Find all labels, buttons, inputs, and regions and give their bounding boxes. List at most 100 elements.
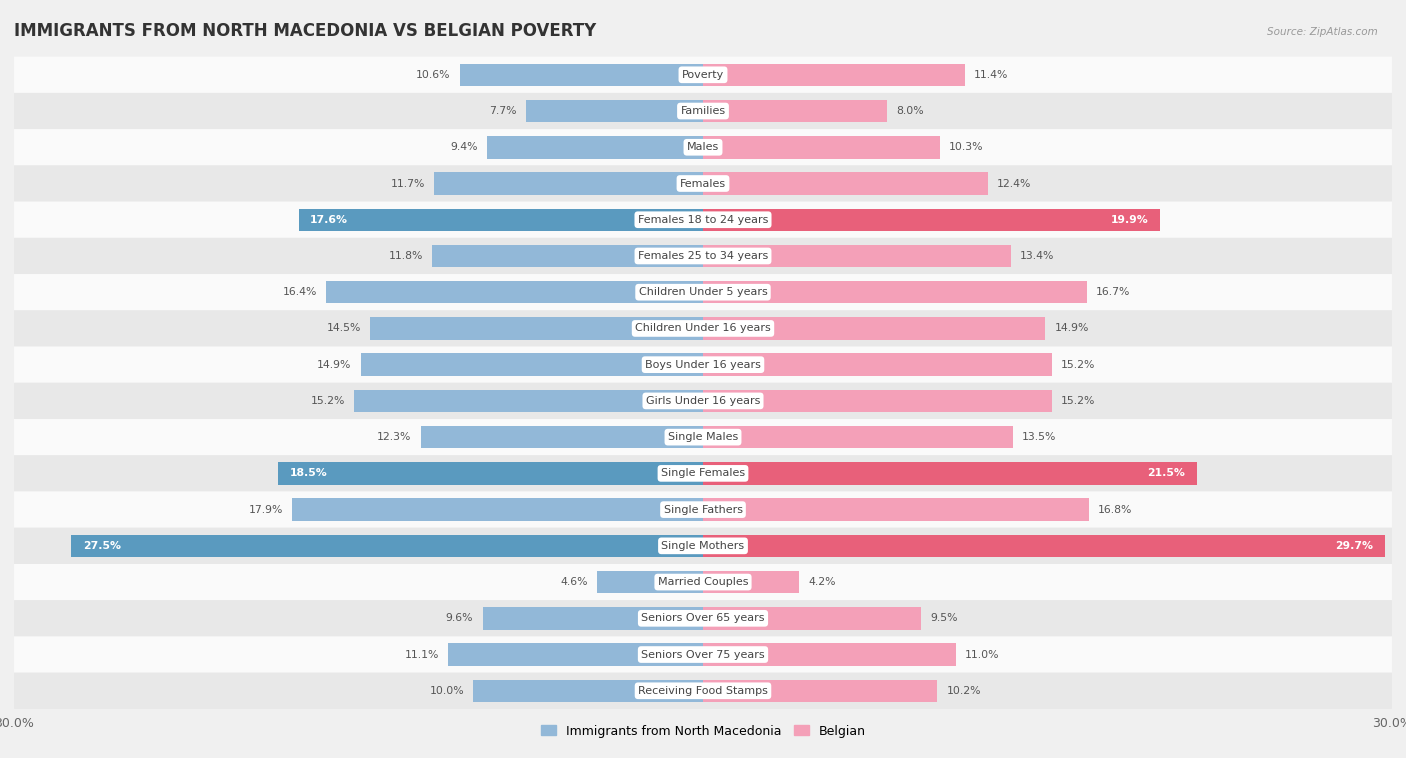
Bar	[449, 644, 703, 666]
Text: 17.9%: 17.9%	[249, 505, 283, 515]
Bar	[703, 571, 800, 594]
Text: 29.7%: 29.7%	[1336, 541, 1374, 551]
Text: 15.2%: 15.2%	[1062, 396, 1095, 406]
FancyBboxPatch shape	[14, 564, 1392, 600]
Text: 14.9%: 14.9%	[1054, 324, 1088, 334]
Bar	[460, 64, 703, 86]
Bar	[703, 680, 938, 702]
Bar	[420, 426, 703, 449]
Text: 14.5%: 14.5%	[326, 324, 361, 334]
Text: 9.5%: 9.5%	[931, 613, 957, 623]
Text: Single Females: Single Females	[661, 468, 745, 478]
Text: 10.0%: 10.0%	[430, 686, 464, 696]
Text: 10.6%: 10.6%	[416, 70, 450, 80]
Bar	[432, 245, 703, 268]
Text: Source: ZipAtlas.com: Source: ZipAtlas.com	[1267, 27, 1378, 36]
Text: Females: Females	[681, 178, 725, 189]
Bar	[292, 498, 703, 521]
Bar	[703, 317, 1045, 340]
Text: Single Males: Single Males	[668, 432, 738, 442]
Text: 8.0%: 8.0%	[896, 106, 924, 116]
FancyBboxPatch shape	[14, 600, 1392, 637]
FancyBboxPatch shape	[14, 274, 1392, 310]
Bar	[370, 317, 703, 340]
Text: Children Under 16 years: Children Under 16 years	[636, 324, 770, 334]
Text: Families: Families	[681, 106, 725, 116]
Bar	[474, 680, 703, 702]
Bar	[326, 281, 703, 303]
Text: 16.4%: 16.4%	[283, 287, 318, 297]
Text: 12.3%: 12.3%	[377, 432, 412, 442]
Text: 9.6%: 9.6%	[446, 613, 474, 623]
Bar	[703, 607, 921, 630]
FancyBboxPatch shape	[14, 491, 1392, 528]
Bar	[299, 208, 703, 231]
Bar	[482, 607, 703, 630]
Text: 10.2%: 10.2%	[946, 686, 981, 696]
Bar	[278, 462, 703, 484]
Bar	[703, 281, 1087, 303]
Bar	[361, 353, 703, 376]
Text: Females 18 to 24 years: Females 18 to 24 years	[638, 215, 768, 224]
Text: 11.1%: 11.1%	[405, 650, 439, 659]
Text: Females 25 to 34 years: Females 25 to 34 years	[638, 251, 768, 261]
FancyBboxPatch shape	[14, 165, 1392, 202]
Text: 4.2%: 4.2%	[808, 577, 837, 587]
Bar	[703, 245, 1011, 268]
Bar	[703, 462, 1197, 484]
Bar	[354, 390, 703, 412]
FancyBboxPatch shape	[14, 672, 1392, 709]
Text: 10.3%: 10.3%	[949, 143, 983, 152]
Text: 12.4%: 12.4%	[997, 178, 1032, 189]
FancyBboxPatch shape	[14, 202, 1392, 238]
Bar	[526, 100, 703, 122]
FancyBboxPatch shape	[14, 57, 1392, 93]
Text: 11.7%: 11.7%	[391, 178, 425, 189]
Bar	[72, 534, 703, 557]
FancyBboxPatch shape	[14, 419, 1392, 456]
Text: Receiving Food Stamps: Receiving Food Stamps	[638, 686, 768, 696]
Text: 14.9%: 14.9%	[318, 360, 352, 370]
Text: Seniors Over 75 years: Seniors Over 75 years	[641, 650, 765, 659]
Text: Married Couples: Married Couples	[658, 577, 748, 587]
Text: 4.6%: 4.6%	[561, 577, 588, 587]
Bar	[486, 136, 703, 158]
Text: Children Under 5 years: Children Under 5 years	[638, 287, 768, 297]
Text: 13.4%: 13.4%	[1019, 251, 1054, 261]
Text: 17.6%: 17.6%	[311, 215, 349, 224]
Text: 18.5%: 18.5%	[290, 468, 328, 478]
Bar	[703, 64, 965, 86]
Text: 21.5%: 21.5%	[1147, 468, 1185, 478]
Text: Males: Males	[688, 143, 718, 152]
Bar	[703, 390, 1052, 412]
Legend: Immigrants from North Macedonia, Belgian: Immigrants from North Macedonia, Belgian	[536, 719, 870, 743]
FancyBboxPatch shape	[14, 310, 1392, 346]
Text: IMMIGRANTS FROM NORTH MACEDONIA VS BELGIAN POVERTY: IMMIGRANTS FROM NORTH MACEDONIA VS BELGI…	[14, 23, 596, 40]
Text: 7.7%: 7.7%	[489, 106, 517, 116]
Bar	[598, 571, 703, 594]
Text: Boys Under 16 years: Boys Under 16 years	[645, 360, 761, 370]
FancyBboxPatch shape	[14, 238, 1392, 274]
Bar	[434, 172, 703, 195]
Text: 13.5%: 13.5%	[1022, 432, 1056, 442]
Bar	[703, 498, 1088, 521]
Text: Poverty: Poverty	[682, 70, 724, 80]
Bar	[703, 644, 956, 666]
FancyBboxPatch shape	[14, 93, 1392, 129]
Bar	[703, 100, 887, 122]
Text: 15.2%: 15.2%	[1062, 360, 1095, 370]
Text: 16.7%: 16.7%	[1095, 287, 1130, 297]
Text: Girls Under 16 years: Girls Under 16 years	[645, 396, 761, 406]
Text: 11.8%: 11.8%	[388, 251, 423, 261]
Bar	[703, 136, 939, 158]
Text: Single Mothers: Single Mothers	[661, 541, 745, 551]
Text: Single Fathers: Single Fathers	[664, 505, 742, 515]
FancyBboxPatch shape	[14, 456, 1392, 491]
FancyBboxPatch shape	[14, 637, 1392, 672]
FancyBboxPatch shape	[14, 528, 1392, 564]
Bar	[703, 534, 1385, 557]
Bar	[703, 353, 1052, 376]
Text: 27.5%: 27.5%	[83, 541, 121, 551]
Text: 16.8%: 16.8%	[1098, 505, 1132, 515]
Text: 11.4%: 11.4%	[974, 70, 1008, 80]
